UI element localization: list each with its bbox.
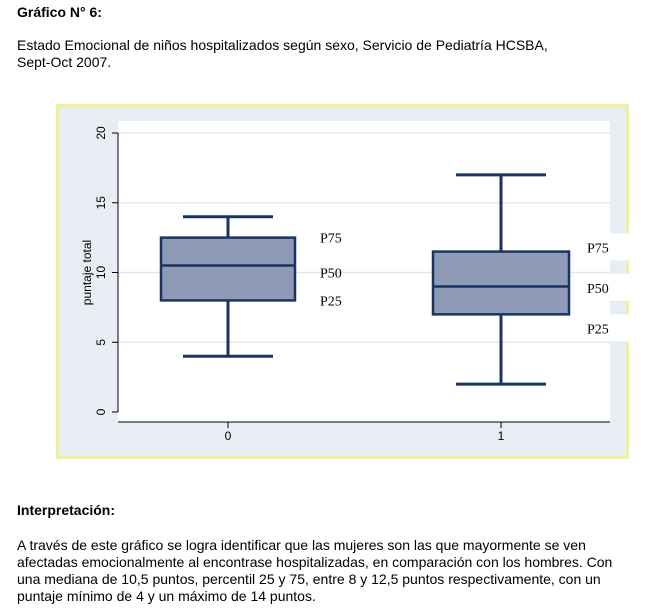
y-tick-label: 15	[94, 196, 108, 210]
iqr-box	[431, 250, 571, 316]
annotation-backdrop	[584, 233, 629, 261]
percentile-label-p25: P25	[320, 294, 342, 309]
y-axis-title: puntaje total	[80, 240, 94, 305]
interpretation-line-1: A través de este gráfico se logra identi…	[17, 537, 586, 553]
percentile-label-p25: P25	[587, 322, 609, 337]
x-tick-label: 1	[498, 429, 505, 443]
figure-heading: Gráfico N° 6:	[17, 4, 102, 20]
interpretation-line-3: una mediana de 10,5 puntos, percentil 25…	[17, 571, 601, 587]
interpretation-line-2: afectadas emocionalmente al encontrase h…	[17, 554, 613, 570]
caption-line-2: Sept-Oct 2007.	[17, 54, 112, 70]
interpretation-title: Interpretación:	[17, 502, 116, 518]
figure-caption: Estado Emocional de niños hospitalizados…	[17, 37, 637, 71]
percentile-label-p50: P50	[587, 282, 609, 297]
percentile-label-p75: P75	[320, 232, 342, 247]
percentile-label-p50: P50	[320, 267, 342, 282]
iqr-box	[159, 236, 297, 302]
annotation-backdrop	[584, 273, 629, 301]
y-tick-label: 5	[94, 339, 108, 346]
y-tick-label: 20	[94, 126, 108, 140]
interpretation-text: A través de este gráfico se logra identi…	[17, 537, 657, 605]
y-tick-label: 10	[94, 266, 108, 280]
interpretation-line-4: puntaje mínimo de 4 y un máximo de 14 pu…	[17, 588, 316, 604]
caption-line-1: Estado Emocional de niños hospitalizados…	[17, 37, 548, 53]
x-tick-label: 0	[225, 429, 232, 443]
y-tick-label: 0	[94, 408, 108, 415]
percentile-label-p75: P75	[587, 241, 609, 256]
annotation-backdrop	[584, 314, 629, 342]
